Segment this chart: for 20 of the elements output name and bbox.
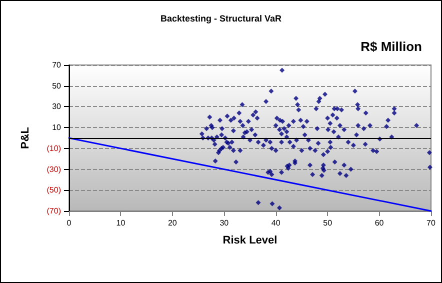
y-tick-label: (50): [46, 186, 62, 195]
y-tick-label: (30): [46, 164, 62, 174]
chart-title: Backtesting - Structural VaR: [160, 14, 282, 24]
x-axis-title: Risk Level: [222, 234, 278, 246]
x-tick-label: 50: [323, 218, 333, 228]
x-tick-label: 60: [374, 218, 384, 228]
y-tick-label: 70: [52, 60, 62, 70]
x-tick-label: 0: [66, 218, 72, 228]
x-tick-label: 70: [426, 218, 436, 228]
y-tick-label: 50: [52, 81, 62, 90]
y-tick-label: 10: [52, 123, 62, 132]
y-tick-label: (70): [46, 206, 62, 216]
x-tick-label: 10: [116, 218, 126, 228]
x-tick-label: 20: [168, 218, 178, 228]
x-tick-label: 40: [271, 218, 281, 228]
x-tick-label: 30: [220, 218, 230, 228]
y-axis-title: P&L: [20, 126, 32, 149]
chart-subtitle: R$ Million: [360, 39, 422, 54]
y-tick-label: (10): [46, 144, 62, 153]
y-tick-label: 30: [52, 102, 62, 112]
